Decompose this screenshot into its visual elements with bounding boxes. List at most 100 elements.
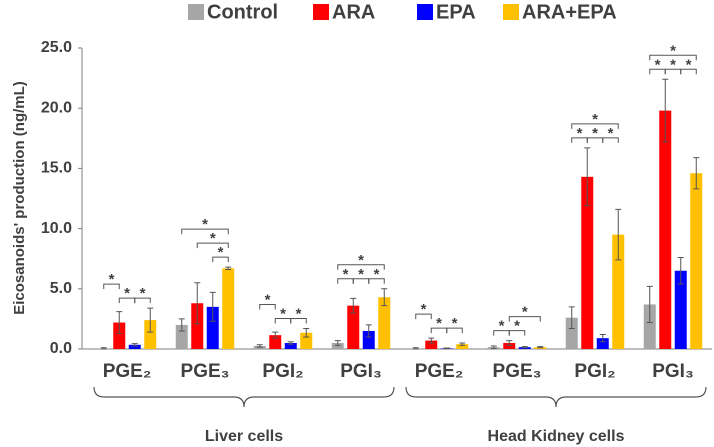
group-label: Liver cells	[205, 428, 283, 445]
significance-label: *	[218, 244, 224, 261]
significance-label: *	[358, 266, 364, 283]
bar	[425, 340, 438, 349]
y-tick-label: 10.0	[41, 220, 72, 237]
error-bar	[693, 157, 700, 190]
error-bar	[256, 344, 263, 348]
significance-bracket	[181, 228, 229, 235]
error-bar	[365, 324, 372, 338]
bar	[659, 110, 672, 349]
x-tick-label: PGE₃	[493, 361, 542, 382]
error-bar	[209, 291, 216, 322]
x-tick-label: PGI₂	[262, 361, 303, 382]
legend-label: EPA	[436, 1, 476, 23]
significance-label: *	[592, 111, 598, 128]
error-bar	[194, 282, 201, 325]
significance-bracket	[680, 68, 697, 75]
error-bar	[662, 78, 669, 143]
significance-bracket	[571, 123, 619, 129]
error-bar	[599, 334, 606, 343]
significance-label: *	[608, 125, 614, 142]
significance-bracket	[337, 264, 385, 270]
error-bar	[287, 341, 294, 345]
significance-label: *	[343, 266, 349, 283]
error-bar	[615, 208, 622, 261]
legend-label: ARA	[332, 1, 375, 23]
bar	[565, 317, 578, 349]
y-tick-label: 5.0	[50, 280, 72, 297]
legend-swatch	[417, 4, 433, 20]
significance-bracket	[103, 283, 120, 290]
error-bar	[568, 306, 575, 330]
legend-label: ARA+EPA	[522, 1, 617, 23]
x-tick-label: PGI₃	[652, 361, 694, 382]
bar	[503, 342, 516, 349]
significance-label: *	[296, 306, 302, 323]
significance-bracket	[508, 330, 526, 336]
significance-bracket	[368, 278, 385, 284]
error-bar	[506, 340, 513, 346]
bar	[581, 176, 594, 349]
bar	[596, 338, 609, 349]
error-bar	[412, 347, 419, 350]
legend-swatch	[503, 4, 519, 20]
bar	[284, 342, 297, 349]
error-bar	[131, 343, 138, 347]
bar	[612, 234, 625, 349]
error-bar	[116, 311, 123, 334]
significance-label: *	[686, 56, 692, 73]
error-bar	[677, 256, 684, 285]
error-bar	[272, 331, 279, 339]
error-bar	[443, 347, 450, 350]
significance-label: *	[202, 216, 208, 233]
significance-bracket	[649, 54, 697, 61]
significance-bracket	[446, 327, 463, 334]
bar	[191, 303, 204, 349]
significance-label: *	[436, 315, 442, 332]
error-bar	[100, 347, 107, 350]
legend-swatch	[313, 4, 329, 20]
y-tick-label: 0.0	[50, 340, 72, 357]
bar	[144, 320, 157, 349]
error-bar	[646, 285, 653, 324]
significance-label: *	[280, 306, 286, 323]
significance-label: *	[499, 318, 505, 335]
bar	[331, 342, 344, 349]
y-tick-label: 25.0	[41, 39, 72, 56]
bar	[362, 330, 375, 349]
significance-bracket	[212, 256, 229, 263]
y-tick-label: 20.0	[41, 99, 72, 116]
error-bar	[428, 337, 435, 344]
error-bar	[225, 266, 232, 271]
legend-swatch	[188, 4, 204, 20]
significance-label: *	[124, 285, 130, 302]
significance-label: *	[140, 285, 146, 302]
significance-label: *	[358, 252, 364, 269]
significance-bracket	[134, 297, 151, 304]
error-bar	[303, 328, 310, 338]
significance-label: *	[577, 125, 583, 142]
bar	[347, 305, 360, 349]
bar	[378, 297, 391, 349]
bar	[643, 304, 656, 349]
y-tick-label: 15.0	[41, 160, 72, 177]
significance-label: *	[514, 318, 520, 335]
group-brace	[405, 386, 707, 408]
x-tick-label: PGE₃	[181, 361, 230, 382]
x-tick-label: PGI₃	[340, 361, 382, 382]
y-axis-label: Eicosanoids' production (ng/mL)	[11, 81, 28, 315]
significance-bracket	[508, 316, 541, 322]
error-bar	[147, 307, 154, 333]
error-bar	[584, 147, 591, 207]
error-bar	[459, 342, 466, 346]
significance-label: *	[670, 56, 676, 73]
significance-label: *	[374, 266, 380, 283]
significance-bracket	[259, 304, 276, 310]
significance-bracket	[290, 318, 307, 324]
significance-label: *	[655, 56, 661, 73]
group-label: Head Kidney cells	[488, 428, 625, 445]
error-bar	[334, 340, 341, 346]
legend-label: Control	[207, 1, 278, 23]
bar	[113, 322, 126, 349]
bar	[690, 173, 703, 349]
